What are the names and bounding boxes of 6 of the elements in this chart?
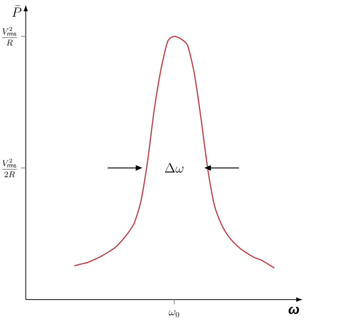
text: $\frac{V_{\mathrm{rms}}^2}{R}$ bbox=[2, 26, 17, 46]
text: $\frac{V_{\mathrm{rms}}^2}{2R}$ bbox=[2, 158, 17, 178]
x-axis-title: ω bbox=[288, 306, 300, 314]
text: $\omega_0$ bbox=[168, 310, 180, 317]
text: $\bar{P}$ bbox=[12, 5, 22, 17]
annotation: $\Delta\omega$ bbox=[165, 162, 184, 173]
